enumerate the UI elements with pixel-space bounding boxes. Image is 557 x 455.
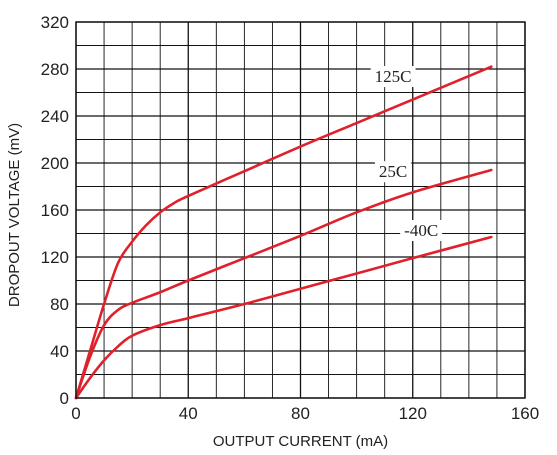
series-label-25C: 25C [379, 162, 407, 181]
series-label--40C: -40C [404, 221, 438, 240]
y-tick-label: 80 [50, 295, 69, 314]
y-axis-label: DROPOUT VOLTAGE (mV) [6, 123, 23, 307]
tick-labels: 0 40 80 120 160 0 40 80 120 160 200 240 280 320 [41, 13, 540, 423]
y-tick-label: 160 [41, 201, 69, 220]
x-tick-label: 160 [511, 404, 539, 423]
y-tick-label: 40 [50, 342, 69, 361]
y-tick-label: 320 [41, 13, 69, 32]
series-label-125C: 125C [375, 67, 412, 86]
grid [76, 22, 525, 398]
series-line-25C [76, 170, 491, 398]
series-line--40C [76, 237, 491, 398]
x-tick-label: 0 [71, 404, 80, 423]
x-tick-label: 120 [399, 404, 427, 423]
x-axis-label: OUTPUT CURRENT (mA) [213, 433, 388, 450]
y-tick-label: 200 [41, 154, 69, 173]
y-tick-label: 0 [60, 389, 69, 408]
x-tick-label: 40 [179, 404, 198, 423]
y-tick-label: 120 [41, 248, 69, 267]
y-tick-label: 280 [41, 60, 69, 79]
x-tick-label: 80 [291, 404, 310, 423]
y-tick-label: 240 [41, 107, 69, 126]
